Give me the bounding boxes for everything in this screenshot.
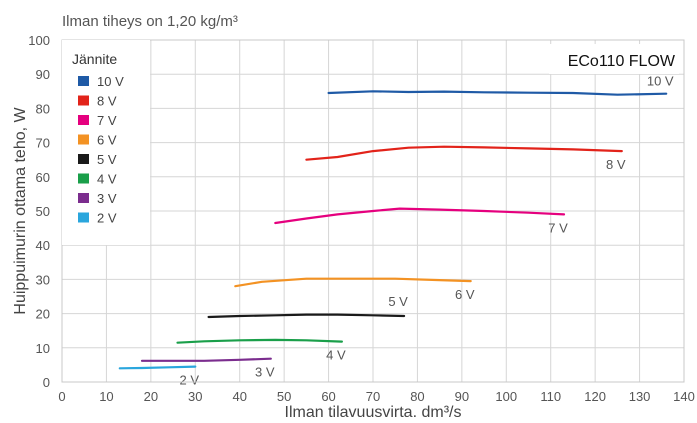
legend-swatch-10v (78, 76, 89, 86)
legend-swatch-8v (78, 95, 89, 106)
series-label-2v: 2 V (180, 373, 200, 388)
x-tick-label: 80 (410, 389, 424, 404)
series-label-4v: 4 V (326, 348, 346, 363)
legend-entry-label: 3 V (97, 191, 117, 206)
y-tick-label: 90 (36, 67, 50, 82)
legend-title: Jännite (72, 51, 117, 67)
series-label-10v: 10 V (647, 74, 674, 89)
x-tick-label: 10 (99, 389, 113, 404)
y-tick-label: 70 (36, 136, 50, 151)
y-tick-label: 10 (36, 341, 50, 356)
legend-entries: 10 V 8 V 7 V 6 V 5 V 4 V 3 V 2 V (78, 74, 124, 226)
legend-entry-label: 10 V (97, 74, 124, 89)
series-label-3v: 3 V (255, 365, 275, 380)
x-tick-label: 60 (321, 389, 335, 404)
x-tick-label: 30 (188, 389, 202, 404)
y-axis-label: Huippuimurin ottama teho, W (12, 107, 29, 315)
series-line-4v (176, 338, 343, 344)
legend-entry-label: 5 V (97, 152, 117, 167)
data-series: 10 V 8 V 7 V 6 V 5 V 4 V 3 V 2 V (118, 74, 674, 388)
x-axis-label: Ilman tilavuusvirta. dm³/s (285, 404, 462, 421)
x-tick-label: 90 (455, 389, 469, 404)
y-tick-labels: 0 10 20 30 40 50 60 70 80 90 100 (28, 33, 50, 390)
x-tick-label: 20 (144, 389, 158, 404)
series-line-3v (140, 357, 272, 362)
x-tick-label: 100 (495, 389, 517, 404)
x-tick-label: 50 (277, 389, 291, 404)
chart-title: ECo110 FLOW (568, 53, 676, 70)
series-label-8v: 8 V (606, 157, 626, 172)
series-line-10v (327, 90, 668, 96)
legend-swatch-5v (78, 154, 89, 164)
y-tick-label: 40 (36, 238, 50, 253)
series-line-2v (118, 365, 197, 370)
chart-subtitle: Ilman tiheys on 1,20 kg/m³ (62, 13, 238, 30)
x-tick-label: 0 (58, 389, 65, 404)
legend-entry-label: 6 V (97, 133, 117, 148)
legend-box (62, 40, 150, 245)
series-label-7v: 7 V (548, 220, 568, 235)
series-label-5v: 5 V (388, 294, 408, 309)
legend-entry-label: 2 V (97, 211, 117, 226)
legend-swatch-6v (78, 134, 89, 145)
y-tick-label: 100 (28, 33, 50, 48)
legend-swatch-2v (78, 212, 89, 223)
x-tick-label: 110 (540, 389, 561, 404)
legend-entry-label: 7 V (97, 113, 117, 128)
title-box (549, 44, 679, 74)
legend-swatch-3v (78, 193, 89, 203)
series-line-6v (234, 277, 472, 288)
legend-swatch-7v (78, 115, 89, 125)
legend-entry-label: 8 V (97, 94, 117, 109)
x-tick-label: 120 (584, 389, 606, 404)
x-tick-label: 70 (366, 389, 380, 404)
y-tick-label: 60 (36, 170, 50, 185)
x-tick-label: 130 (629, 389, 651, 404)
x-tick-label: 140 (673, 389, 695, 404)
series-line-5v (207, 313, 406, 319)
series-label-6v: 6 V (455, 287, 475, 302)
x-tick-label: 40 (232, 389, 246, 404)
x-tick-labels: 0 10 20 30 40 50 60 70 80 90 100 110 120 130 140 (58, 389, 694, 404)
y-tick-label: 20 (36, 307, 50, 322)
y-tick-label: 80 (36, 101, 50, 116)
legend-swatch-4v (78, 173, 89, 184)
series-line-8v (305, 145, 623, 161)
y-tick-label: 50 (36, 204, 50, 219)
y-tick-label: 30 (36, 272, 50, 287)
y-tick-label: 0 (43, 375, 50, 390)
series-line-7v (274, 207, 566, 225)
legend-entry-label: 4 V (97, 172, 117, 187)
